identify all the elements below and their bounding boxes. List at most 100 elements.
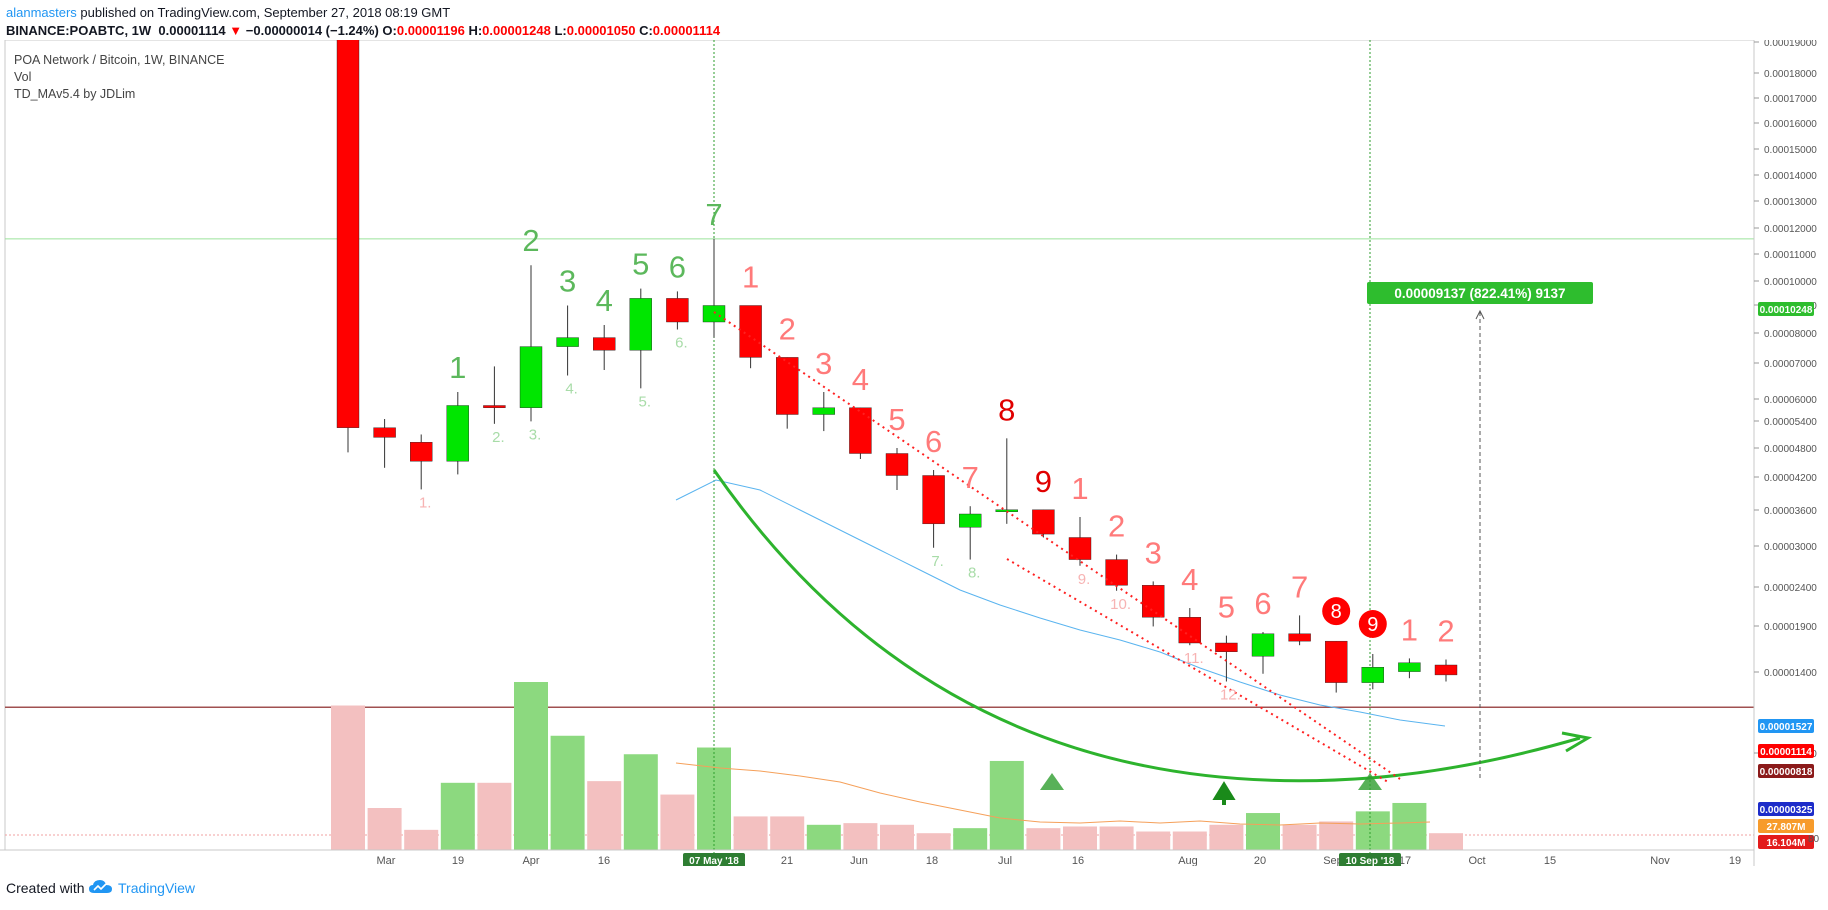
volume-bar (1136, 831, 1171, 850)
candle[interactable] (629, 298, 652, 351)
price-badge-label: 0.00000325 (1760, 805, 1813, 816)
volume-bar (587, 781, 622, 850)
candle[interactable] (739, 305, 762, 358)
price-badge-label: 0.00010248 (1760, 305, 1813, 316)
author-link[interactable]: alanmasters (6, 5, 77, 20)
trendline-upper (713, 311, 1401, 780)
price-tick-label: 0.00017000 (1764, 94, 1817, 105)
time-axis-label: 21 (781, 855, 793, 866)
time-highlight-box[interactable] (683, 853, 745, 866)
candle[interactable] (593, 337, 616, 351)
td-setup-count: 2 (522, 223, 539, 258)
measure-label-box[interactable] (1367, 282, 1593, 304)
candle[interactable] (1178, 617, 1202, 644)
price-tick-label: 0.00002400 (1764, 583, 1817, 594)
price-badge[interactable] (1758, 835, 1814, 849)
td-setup-count: 5 (632, 247, 649, 282)
price-tick-label: 0.00004800 (1764, 444, 1817, 455)
volume-bar (1026, 828, 1061, 850)
candle[interactable] (1434, 664, 1458, 676)
price-tick-label: 0.00007000 (1764, 359, 1817, 370)
td-setup-count: 4 (852, 362, 869, 397)
candle[interactable] (1288, 633, 1311, 642)
header-bar: alanmasters published on TradingView.com… (0, 0, 1828, 40)
arc-arrowhead-icon (1561, 731, 1593, 753)
candle[interactable] (885, 453, 909, 476)
candle[interactable] (519, 346, 543, 408)
price-tick-label: 0.00015000 (1764, 145, 1817, 156)
time-axis-label: Oct (1468, 855, 1485, 866)
candle[interactable] (922, 475, 945, 525)
price-tick-label: 0.00011000 (1764, 250, 1817, 261)
time-axis-label: Jul (998, 855, 1012, 866)
candle[interactable] (373, 427, 396, 438)
td-countdown-count: 3. (529, 426, 542, 443)
candle[interactable] (1032, 509, 1055, 535)
time-axis-label: 18 (926, 855, 938, 866)
td-setup-count: 7 (962, 460, 979, 495)
td-setup-count: 8 (998, 392, 1015, 427)
price-tick-label: 0.00005400 (1764, 417, 1817, 428)
td-countdown-count: 8. (968, 565, 981, 582)
candle[interactable] (1068, 537, 1092, 560)
time-highlight-label: 10 Sep '18 (1346, 856, 1395, 866)
candle[interactable] (446, 405, 469, 462)
change-value: −0.00000014 (−1.24%) (245, 23, 379, 38)
td-setup-count: 1 (742, 260, 759, 295)
candle[interactable] (776, 357, 799, 415)
td-countdown-count: 11. (1184, 650, 1204, 667)
price-badge[interactable] (1758, 744, 1814, 758)
price-badge[interactable] (1758, 802, 1814, 816)
price-tick-label: 0.00001400 (1764, 668, 1817, 679)
candle[interactable] (556, 337, 579, 347)
time-highlight-box[interactable] (1339, 853, 1401, 866)
candle[interactable] (1141, 585, 1165, 618)
candle[interactable] (849, 407, 872, 454)
volume-bar (1392, 802, 1427, 850)
td-setup-count: 2 (779, 311, 796, 346)
candle[interactable] (1215, 642, 1238, 653)
candle[interactable] (959, 513, 982, 528)
volume-bar (1355, 811, 1390, 850)
price-tick-label: 0.00016000 (1764, 119, 1817, 130)
plot-area[interactable] (4, 40, 1755, 851)
price-badge[interactable] (1758, 302, 1814, 316)
candle[interactable] (702, 305, 726, 323)
volume-ma-line (675, 762, 1431, 826)
price-badge[interactable] (1758, 819, 1814, 833)
candle[interactable] (1361, 667, 1385, 683)
candle[interactable] (483, 405, 506, 408)
price-badge[interactable] (1758, 719, 1814, 733)
volume-bar (770, 816, 805, 850)
candle[interactable] (1324, 640, 1348, 683)
price-tick-label: 0.00010000 (1764, 277, 1817, 288)
high-label: H: (468, 23, 483, 38)
legend-title[interactable]: POA Network / Bitcoin, 1W, BINANCE (14, 53, 225, 67)
candle[interactable] (1105, 559, 1128, 586)
td-setup-count: 1 (1071, 471, 1088, 506)
candle[interactable] (410, 442, 433, 462)
candle[interactable] (666, 298, 689, 323)
price-tick-label: 0.00004200 (1764, 473, 1817, 484)
volume-bar (331, 705, 365, 850)
price-tick-label: 0.00001900 (1764, 622, 1817, 633)
td-countdown-count: 12. (1220, 687, 1241, 704)
high-value: 0.00001248 (482, 23, 551, 38)
candle[interactable] (812, 407, 835, 415)
legend-indicator[interactable]: TD_MAv5.4 by JDLim (14, 87, 136, 101)
volume-bar (367, 808, 402, 850)
created-with-text: Created with (6, 880, 85, 896)
td-setup-count: 6 (925, 424, 942, 459)
candle[interactable] (1251, 633, 1275, 657)
td-countdown-count: 9. (1078, 571, 1091, 588)
td-setup-count: 6 (669, 249, 686, 284)
legend-volume[interactable]: Vol (14, 70, 32, 84)
volume-bar (440, 782, 475, 850)
price-badge[interactable] (1758, 764, 1814, 778)
tradingview-link[interactable]: TradingView (118, 880, 196, 896)
candle[interactable] (1398, 662, 1421, 672)
tradingview-cloud-icon[interactable] (88, 878, 114, 896)
candle[interactable] (336, 40, 360, 428)
time-axis-label: 19 (1729, 855, 1741, 866)
